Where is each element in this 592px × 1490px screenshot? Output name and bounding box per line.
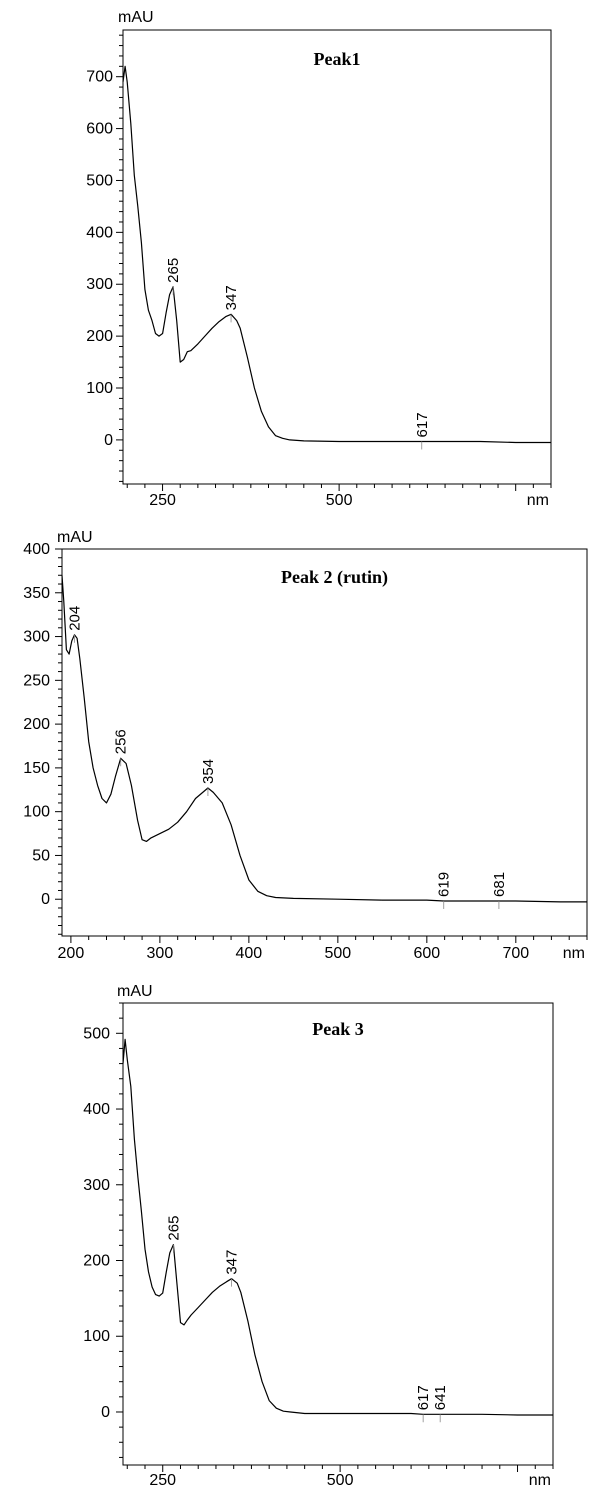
y-tick-label: 250	[23, 672, 50, 689]
y-tick-label: 600	[86, 121, 113, 138]
x-tick-label: 600	[413, 945, 440, 962]
x-tick-label: 500	[327, 1472, 354, 1489]
peak-label: 681	[491, 872, 508, 897]
peak-label: 265	[165, 258, 182, 283]
y-tick-label: 400	[86, 224, 113, 241]
peak-label: 347	[223, 285, 240, 310]
y-tick-label: 400	[83, 1101, 110, 1118]
y-axis-unit-label: mAU	[118, 9, 154, 26]
y-tick-label: 100	[23, 804, 50, 821]
x-tick-label: 500	[326, 492, 353, 509]
x-axis-unit-label: nm	[529, 1472, 551, 1489]
y-tick-label: 700	[86, 69, 113, 86]
peak-label: 354	[200, 759, 217, 784]
y-tick-label: 50	[32, 847, 50, 864]
chart-peak2-rutin: 0 50 100 150 200 250 300 350 400 200 300 400 500 600 7…	[23, 529, 588, 962]
x-tick-label: 250	[149, 1472, 176, 1489]
y-tick-label: 0	[41, 891, 50, 908]
y-tick-label: 100	[83, 1328, 110, 1345]
y-tick-label: 0	[101, 1404, 110, 1421]
x-axis-unit-label: nm	[527, 492, 549, 509]
x-tick-label: 700	[502, 945, 529, 962]
spectrum-line	[61, 575, 587, 903]
panel-title: Peak1	[314, 49, 361, 69]
x-tick-label: 200	[58, 945, 85, 962]
y-tick-label: 350	[23, 585, 50, 602]
y-tick-label: 400	[23, 541, 50, 558]
y-tick-label: 200	[83, 1253, 110, 1270]
x-tick-label: 250	[149, 492, 176, 509]
peak-label: 641	[432, 1385, 449, 1410]
y-tick-label: 0	[104, 432, 113, 449]
peak-label: 619	[436, 872, 453, 897]
y-tick-label: 500	[83, 1025, 110, 1042]
peak-label: 256	[113, 729, 130, 754]
x-axis-unit-label: nm	[563, 945, 585, 962]
peak-label: 265	[165, 1216, 182, 1241]
y-tick-label: 300	[83, 1177, 110, 1194]
chart-peak3: 0 100 200 300 400 500 250 500 mAU nm Peak 3 265 347 6…	[83, 983, 554, 1489]
panel-title: Peak 2 (rutin)	[281, 567, 388, 588]
y-tick-label: 500	[86, 172, 113, 189]
plot-frame	[61, 548, 588, 937]
x-tick-label: 300	[147, 945, 174, 962]
peak-label: 204	[66, 606, 83, 631]
plot-frame	[122, 29, 552, 485]
spectrum-line	[122, 65, 551, 444]
y-axis-unit-label: mAU	[117, 983, 153, 1000]
peak-label: 617	[415, 1385, 432, 1410]
peak-label: 617	[414, 412, 431, 437]
x-tick-label: 500	[324, 945, 351, 962]
y-tick-label: 200	[23, 716, 50, 733]
chart-peak1: 0 100 200 300 400 500 600 700 250 500 mAU nm Peak1 26…	[86, 9, 552, 509]
y-tick-label: 150	[23, 760, 50, 777]
y-axis-unit-label: mAU	[57, 529, 93, 546]
y-tick-label: 300	[86, 276, 113, 293]
peak-label: 347	[224, 1250, 241, 1275]
x-tick-label: 400	[236, 945, 263, 962]
plot-frame	[122, 1002, 554, 1466]
panel-title: Peak 3	[312, 1019, 364, 1039]
y-tick-label: 100	[86, 380, 113, 397]
y-tick-label: 200	[86, 328, 113, 345]
y-tick-label: 300	[23, 629, 50, 646]
spectrum-line	[122, 1038, 553, 1416]
